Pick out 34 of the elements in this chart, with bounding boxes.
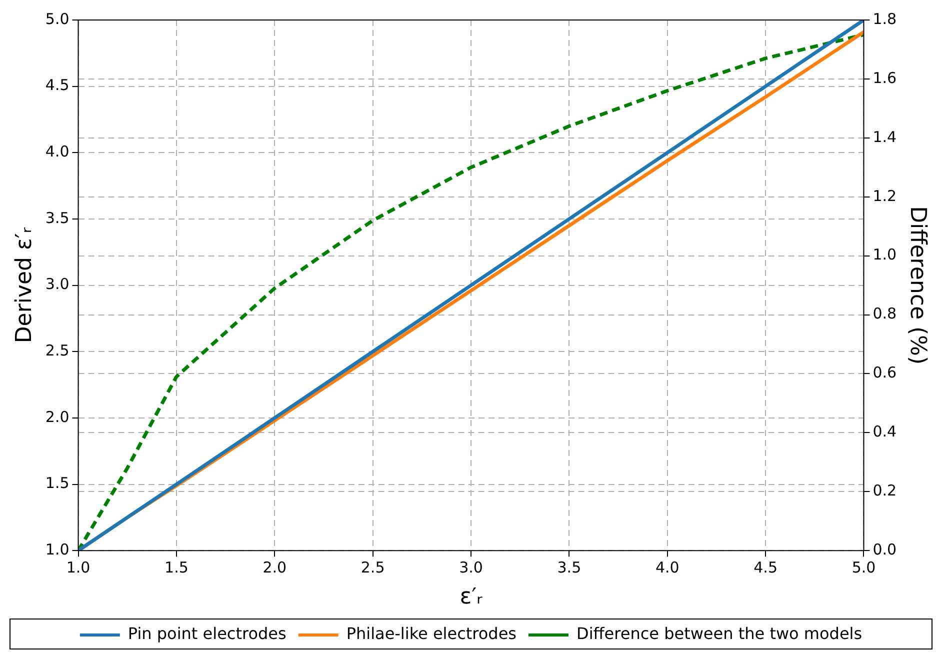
x-tick-label: 5.0 [852,558,876,576]
y-tick-label: 2.0 [45,408,70,426]
y2-tick-label: 0.8 [872,304,897,323]
y-axis-title: Derived ε′ᵣ [12,227,37,344]
y2-tick-label: 1.6 [872,68,897,87]
x-tick-label: 1.0 [66,558,90,576]
y2-tick-label: 1.8 [872,10,897,28]
x-tick-label: 3.5 [557,558,582,576]
y-tick-label: 5.0 [45,10,70,28]
y2-tick-label: 1.0 [872,246,897,264]
legend-label: Philae-like electrodes [346,624,517,644]
y-tick-label: 1.5 [45,474,70,492]
legend-label: Pin point electrodes [128,624,286,644]
x-tick-label: 4.5 [754,558,778,576]
y2-tick-label: 0.2 [872,482,897,500]
x-tick-label: 1.5 [164,558,188,576]
legend-label: Difference between the two models [576,624,862,644]
x-tick-label: 2.0 [262,558,287,576]
y2-tick-label: 1.4 [872,128,897,146]
y-tick-label: 3.0 [45,275,70,294]
y-tick-label: 4.0 [45,142,70,161]
y-tick-label: 1.0 [45,540,70,558]
x-tick-label: 4.0 [655,558,680,576]
x-tick-label: 3.0 [459,558,483,576]
x-tick-label: 2.5 [360,558,385,576]
y-tick-label: 3.5 [45,208,70,227]
y2-tick-label: 0.0 [872,540,897,558]
y2-axis-title: Difference (%) [905,206,930,365]
x-axis-title: ε′ᵣ [460,584,483,610]
y2-tick-label: 1.2 [872,186,897,205]
y2-tick-label: 0.6 [872,364,897,382]
y2-tick-label: 0.4 [872,422,897,441]
y-tick-label: 2.5 [45,342,70,360]
y-tick-label: 4.5 [45,76,70,94]
